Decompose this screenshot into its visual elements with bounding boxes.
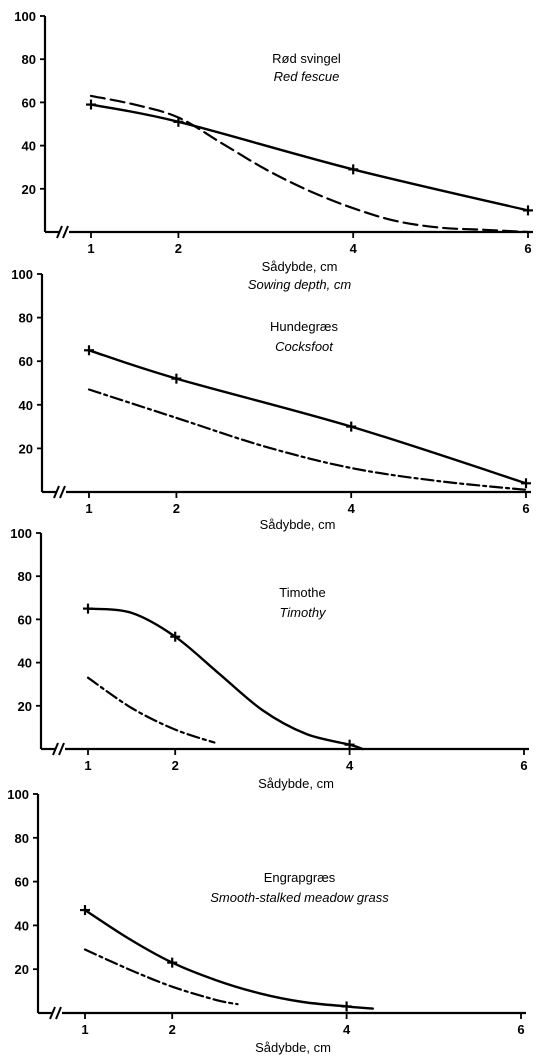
series-line-solid — [87, 349, 528, 485]
series-line-dashed — [89, 94, 530, 234]
x-tick-label: 6 — [522, 501, 529, 516]
x-tick-label: 4 — [346, 758, 354, 773]
x-tick-label: 6 — [517, 1022, 524, 1037]
chart-panel-3: 20 40 60 80 100 1 2 4 6 Timothe Timothy Sådybde, cm — [10, 526, 529, 791]
x-tick-label: 1 — [81, 1022, 88, 1037]
x-tick-label: 2 — [169, 1022, 176, 1037]
y-tick-label: 20 — [18, 699, 32, 714]
y-tick-label: 80 — [15, 831, 29, 846]
chart-subtitle: Red fescue — [274, 69, 340, 84]
y-tick-label: 20 — [22, 182, 36, 197]
axis-break-mark — [58, 742, 65, 756]
x-axis-label-english: Sowing depth, cm — [248, 277, 352, 292]
x-axis-label: Sådybde, cm — [262, 259, 338, 274]
y-tick-label: 80 — [19, 311, 33, 326]
chart-title: Timothe — [279, 585, 325, 600]
y-tick-label: 20 — [19, 441, 33, 456]
series-line-solid — [83, 908, 374, 1010]
x-tick-label: 2 — [172, 758, 179, 773]
y-tick-label: 100 — [7, 787, 29, 802]
y-tick-label: 40 — [15, 918, 29, 933]
y-tick-label: 60 — [18, 612, 32, 627]
axis-break-mark — [53, 485, 60, 499]
chart-panel-2: 20 40 60 80 100 1 2 4 6 Hundegræs Cocksfoot Sådybde… — [11, 267, 531, 532]
x-axis-label: Sådybde, cm — [255, 1040, 331, 1055]
y-tick-label: 40 — [22, 139, 36, 154]
x-axis-label: Sådybde, cm — [258, 776, 334, 791]
axis-break-mark — [52, 742, 59, 756]
axis-break-mark — [49, 1006, 56, 1020]
chart-title: Rød svingel — [272, 51, 341, 66]
x-tick-label: 2 — [173, 501, 180, 516]
x-tick-label: 4 — [343, 1022, 351, 1037]
series-line-dashdot — [83, 948, 239, 1006]
axis-break-mark — [55, 1006, 62, 1020]
chart-panel-4: 20 40 60 80 100 1 2 4 6 Engrapgræs Smooth-stalked … — [7, 787, 526, 1055]
series-line-dashdot — [86, 676, 216, 744]
chart-title: Engrapgræs — [264, 870, 336, 885]
y-tick-label: 100 — [11, 267, 33, 282]
series-line-dashdot — [87, 388, 528, 491]
x-tick-label: 4 — [348, 501, 356, 516]
y-tick-label: 40 — [19, 398, 33, 413]
x-tick-label: 1 — [84, 758, 91, 773]
x-axis-label: Sådybde, cm — [260, 517, 336, 532]
y-tick-label: 60 — [15, 875, 29, 890]
chart-panel-1: 20 40 60 80 100 1 2 4 6 Rød svingel Red fescue Sådy… — [14, 9, 533, 292]
y-tick-label: 20 — [15, 962, 29, 977]
y-tick-label: 60 — [19, 354, 33, 369]
axis-break-mark — [56, 225, 63, 239]
series-line-solid — [86, 607, 364, 751]
x-tick-label: 4 — [350, 241, 358, 256]
axis-break-mark — [59, 485, 66, 499]
chart-subtitle: Cocksfoot — [275, 339, 334, 354]
y-tick-label: 100 — [14, 9, 36, 24]
x-tick-label: 2 — [175, 241, 182, 256]
x-tick-label: 6 — [524, 241, 531, 256]
x-tick-label: 6 — [520, 758, 527, 773]
x-tick-label: 1 — [87, 241, 94, 256]
y-tick-label: 60 — [22, 95, 36, 110]
chart-title: Hundegræs — [270, 319, 338, 334]
y-tick-label: 100 — [10, 526, 32, 541]
series-line-solid — [89, 103, 530, 212]
x-tick-label: 1 — [85, 501, 92, 516]
chart-subtitle: Timothy — [279, 605, 327, 620]
axis-break-mark — [62, 225, 69, 239]
y-tick-label: 80 — [18, 569, 32, 584]
y-tick-label: 80 — [22, 52, 36, 67]
chart-subtitle: Smooth-stalked meadow grass — [210, 890, 389, 905]
y-tick-label: 40 — [18, 656, 32, 671]
